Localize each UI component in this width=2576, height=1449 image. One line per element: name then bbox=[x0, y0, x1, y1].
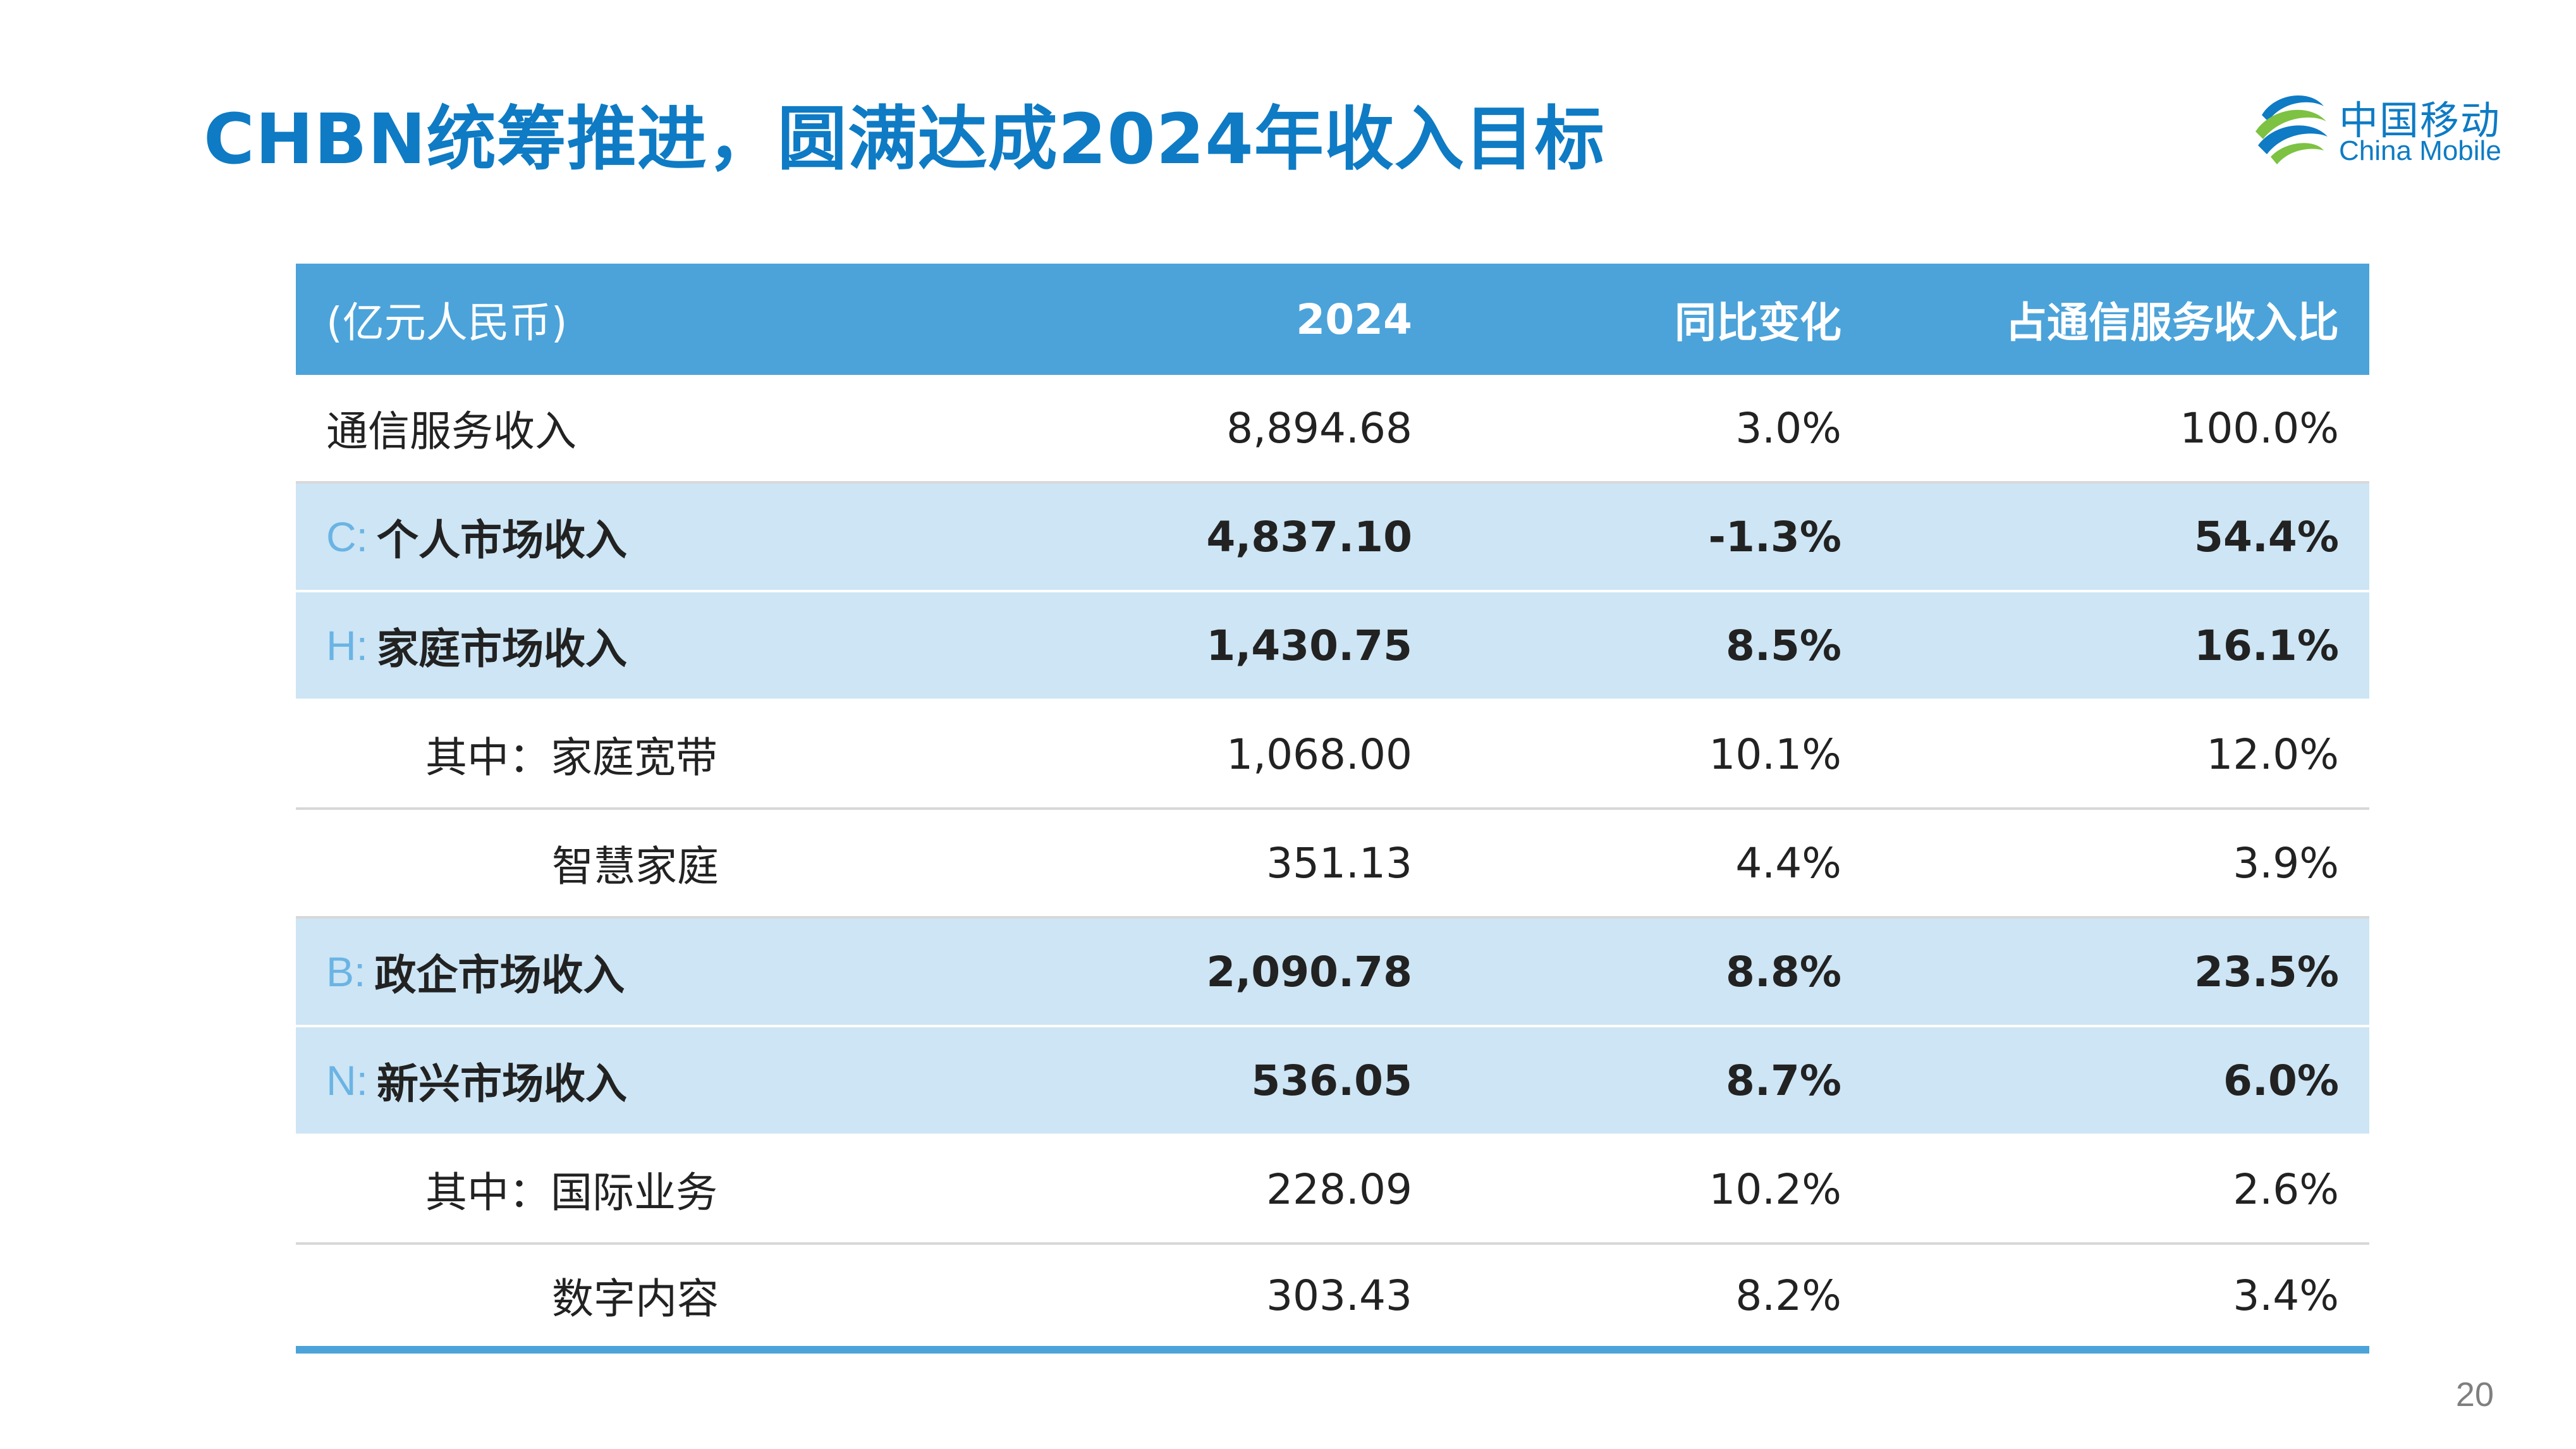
row-2024-value: 536.05 bbox=[1251, 1056, 1412, 1105]
header-unit-label: (亿元人民币) bbox=[326, 298, 568, 347]
row-label-wrap: C: 个人市场收入 bbox=[326, 484, 627, 590]
row-label: 智慧家庭 bbox=[552, 842, 719, 891]
table-row: 数字内容 303.43 8.2% 3.4% bbox=[296, 1245, 2369, 1354]
row-yoy-value: 8.7% bbox=[1725, 1056, 1841, 1105]
row-2024-value: 2,090.78 bbox=[1206, 947, 1412, 996]
logo-english-text: China Mobile bbox=[2339, 135, 2501, 166]
row-prefix: N: bbox=[326, 1057, 368, 1104]
row-label: 政企市场收入 bbox=[374, 951, 625, 1000]
row-prefix: C: bbox=[326, 513, 368, 560]
row-yoy-value: 8.5% bbox=[1725, 621, 1841, 670]
table-row: 智慧家庭 351.13 4.4% 3.9% bbox=[296, 810, 2369, 919]
row-2024-value: 4,837.10 bbox=[1206, 512, 1412, 561]
table-row: C: 个人市场收入 4,837.10 -1.3% 54.4% bbox=[296, 484, 2369, 592]
row-label: 其中：国际业务 bbox=[425, 1168, 717, 1217]
header-share: 占通信服务收入比 bbox=[2005, 298, 2339, 347]
row-label-wrap: N: 新兴市场收入 bbox=[326, 1027, 627, 1134]
china-mobile-logo-mark-icon bbox=[2256, 95, 2328, 164]
table-row: B: 政企市场收入 2,090.78 8.8% 23.5% bbox=[296, 919, 2369, 1027]
row-share-value: 3.4% bbox=[2233, 1271, 2339, 1320]
row-yoy-value: 3.0% bbox=[1735, 403, 1841, 453]
row-yoy-value: 10.2% bbox=[1709, 1165, 1841, 1214]
header-yoy: 同比变化 bbox=[1675, 298, 1841, 347]
row-2024-value: 1,068.00 bbox=[1226, 730, 1412, 779]
table-row: N: 新兴市场收入 536.05 8.7% 6.0% bbox=[296, 1027, 2369, 1136]
row-label: 通信服务收入 bbox=[326, 407, 577, 456]
row-label: 新兴市场收入 bbox=[377, 1060, 627, 1108]
row-label-wrap: H: 家庭市场收入 bbox=[326, 592, 627, 699]
page-number: 20 bbox=[2455, 1376, 2494, 1414]
row-2024-value: 1,430.75 bbox=[1206, 621, 1412, 670]
row-label: 家庭市场收入 bbox=[377, 625, 627, 673]
row-share-value: 16.1% bbox=[2194, 621, 2339, 670]
row-2024-value: 228.09 bbox=[1266, 1165, 1412, 1214]
row-2024-value: 303.43 bbox=[1266, 1271, 1412, 1320]
revenue-table: (亿元人民币) 2024 同比变化 占通信服务收入比 通信服务收入 8,894.… bbox=[296, 264, 2369, 1354]
table-row: 其中：国际业务 228.09 10.2% 2.6% bbox=[296, 1136, 2369, 1245]
row-yoy-value: 4.4% bbox=[1735, 838, 1841, 888]
row-prefix: B: bbox=[326, 948, 366, 995]
header-2024: 2024 bbox=[1296, 295, 1412, 344]
table-header-row: (亿元人民币) 2024 同比变化 占通信服务收入比 bbox=[296, 264, 2369, 375]
row-share-value: 2.6% bbox=[2233, 1165, 2339, 1214]
slide-title: CHBN统筹推进，圆满达成2024年收入目标 bbox=[204, 99, 1605, 180]
row-yoy-value: 8.8% bbox=[1725, 947, 1841, 996]
row-yoy-value: -1.3% bbox=[1708, 512, 1841, 561]
row-yoy-value: 10.1% bbox=[1709, 730, 1841, 779]
row-label-wrap: B: 政企市场收入 bbox=[326, 919, 625, 1025]
logo-chinese-text: 中国移动 bbox=[2339, 97, 2501, 144]
row-prefix: H: bbox=[326, 622, 368, 669]
row-share-value: 54.4% bbox=[2194, 512, 2339, 561]
table-row: 通信服务收入 8,894.68 3.0% 100.0% bbox=[296, 375, 2369, 484]
row-2024-value: 351.13 bbox=[1266, 838, 1412, 888]
row-label: 个人市场收入 bbox=[377, 516, 627, 565]
row-share-value: 12.0% bbox=[2206, 730, 2339, 779]
row-share-value: 6.0% bbox=[2223, 1056, 2339, 1105]
table-row: 其中：家庭宽带 1,068.00 10.1% 12.0% bbox=[296, 701, 2369, 810]
china-mobile-logo: 中国移动 China Mobile bbox=[2249, 82, 2515, 171]
row-yoy-value: 8.2% bbox=[1735, 1271, 1841, 1320]
row-2024-value: 8,894.68 bbox=[1226, 403, 1412, 453]
row-label: 其中：家庭宽带 bbox=[425, 733, 717, 782]
row-label: 数字内容 bbox=[552, 1275, 719, 1323]
row-share-value: 23.5% bbox=[2194, 947, 2339, 996]
row-share-value: 3.9% bbox=[2233, 838, 2339, 888]
table-row: H: 家庭市场收入 1,430.75 8.5% 16.1% bbox=[296, 592, 2369, 701]
row-share-value: 100.0% bbox=[2180, 403, 2339, 453]
